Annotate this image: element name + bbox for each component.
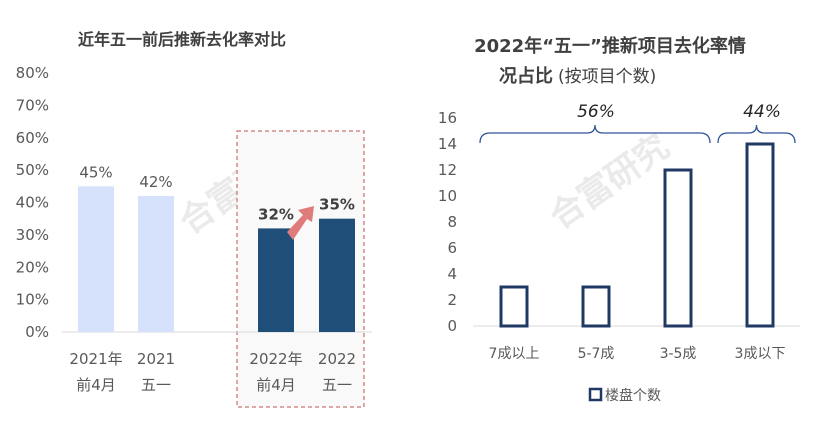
bracket [717, 124, 796, 144]
bracket-label: 56% [577, 102, 615, 122]
left-y-tick-label: 20% [16, 258, 49, 276]
right-y-tick-label: 14 [438, 135, 457, 153]
right-y-tick-label: 8 [447, 213, 457, 231]
left-bar [138, 196, 174, 332]
right-y-tick-label: 4 [447, 265, 457, 283]
right-y-tick-label: 12 [438, 161, 457, 179]
legend-swatch [588, 387, 603, 402]
right-y-tick-label: 16 [438, 109, 457, 127]
right-y-tick-label: 2 [447, 291, 457, 309]
right-bar [745, 142, 775, 328]
right-y-tick-label: 6 [447, 239, 457, 257]
right-x-tick-label: 7成以上 [489, 346, 540, 362]
right-chart-title-line2: 况占比 [499, 65, 553, 87]
right-bar [499, 285, 529, 328]
left-bar [78, 186, 114, 332]
right-bar [581, 285, 611, 328]
left-x-tick-label: 五一 [141, 376, 171, 394]
right-y-tick-label: 10 [438, 187, 457, 205]
left-y-tick-label: 70% [16, 96, 49, 114]
left-bar [319, 218, 355, 332]
increase-arrow [287, 206, 314, 240]
left-x-tick-label: 前4月 [76, 376, 116, 394]
right-chart-title-suffix: (按项目个数) [558, 67, 656, 87]
left-y-tick-label: 30% [16, 226, 49, 244]
left-data-label: 45% [79, 163, 112, 181]
left-x-tick-label: 2021 [137, 350, 175, 368]
right-x-tick-label: 3成以下 [735, 346, 786, 362]
right-bar [663, 168, 693, 328]
left-x-tick-label: 五一 [322, 376, 352, 394]
left-y-tick-label: 0% [25, 323, 49, 341]
left-data-label: 35% [319, 196, 355, 214]
right-chart-title-line1: 2022年“五一”推新项目去化率情 [474, 35, 746, 57]
left-x-tick-label: 2022年 [249, 350, 302, 368]
right-x-tick-label: 3-5成 [660, 346, 697, 362]
left-y-tick-label: 40% [16, 194, 49, 212]
left-bar [258, 228, 294, 332]
bracket [479, 124, 711, 144]
legend-label: 楼盘个数 [605, 387, 661, 404]
left-chart-title: 近年五一前后推新去化率对比 [78, 30, 286, 49]
left-y-tick-label: 50% [16, 161, 49, 179]
right-y-tick-label: 0 [447, 317, 457, 335]
left-x-tick-label: 前4月 [256, 376, 296, 394]
left-y-tick-label: 80% [16, 64, 49, 82]
right-x-tick-label: 5-7成 [578, 346, 615, 362]
left-data-label: 32% [258, 205, 294, 223]
left-x-tick-label: 2022 [318, 350, 356, 368]
left-data-label: 42% [139, 173, 172, 191]
bracket-label: 44% [743, 102, 781, 122]
left-y-tick-label: 10% [16, 291, 49, 309]
legend: 楼盘个数 [588, 387, 661, 404]
left-y-tick-label: 60% [16, 129, 49, 147]
left-x-tick-label: 2021年 [69, 350, 122, 368]
watermark: 合富研究 [542, 127, 676, 238]
